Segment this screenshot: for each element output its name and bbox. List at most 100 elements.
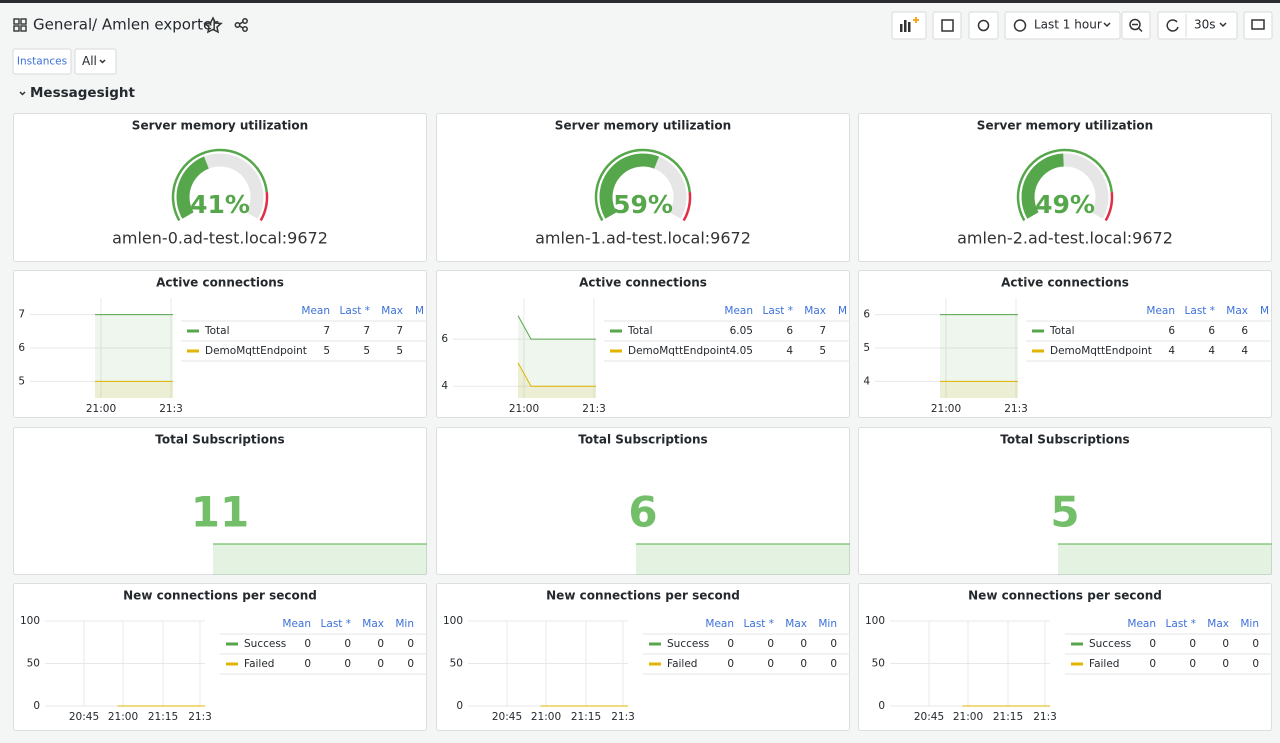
- dashboard-title[interactable]: / Amlen exporter: [92, 16, 219, 34]
- series-line: [517, 362, 596, 387]
- legend-column-header[interactable]: M: [838, 305, 847, 317]
- tv-mode-button[interactable]: [1243, 11, 1273, 40]
- panel: Total Subscriptions 11: [13, 427, 427, 575]
- legend-column-header[interactable]: Last *: [744, 618, 774, 630]
- legend-name[interactable]: DemoMqttEndpoint: [628, 345, 730, 357]
- panel-title: Server memory utilization: [977, 119, 1153, 133]
- legend-column-header[interactable]: Max: [804, 305, 826, 317]
- legend-name[interactable]: Failed: [667, 658, 697, 670]
- legend-name[interactable]: Total: [627, 325, 653, 337]
- x-tick-label: 21:3: [1004, 403, 1028, 415]
- legend-stat: 0: [304, 638, 311, 650]
- panel: Server memory utilization 41% amlen-0.ad-t…: [13, 113, 427, 262]
- legend-column-header[interactable]: Last *: [321, 618, 351, 630]
- share-button[interactable]: [234, 18, 248, 32]
- sparkline-area: [213, 544, 427, 575]
- legend-stat: 6: [1241, 325, 1248, 337]
- legend-name[interactable]: DemoMqttEndpoint: [205, 345, 307, 357]
- legend-stat: 0: [1252, 638, 1259, 650]
- gauge-threshold: [1016, 148, 1113, 222]
- zoom-out-button[interactable]: [1121, 11, 1151, 40]
- refresh-picker[interactable]: [1157, 11, 1238, 40]
- legend-stat: 6: [1208, 325, 1215, 337]
- panel-title: Server memory utilization: [555, 119, 731, 133]
- legend-name[interactable]: Success: [244, 638, 286, 650]
- gauge-threshold: [682, 191, 692, 222]
- row-title[interactable]: Messagesight: [30, 85, 136, 101]
- time-range: Last 1 hour: [1034, 18, 1102, 32]
- instance-name: amlen-0.ad-test.local:9672: [112, 229, 328, 248]
- legend-swatch: [187, 329, 199, 333]
- legend-stat: 0: [344, 658, 351, 670]
- legend-column-header[interactable]: Min: [395, 618, 414, 630]
- panel-title: Server memory utilization: [132, 119, 308, 133]
- gauge-label: 49%: [1035, 190, 1095, 219]
- legend-name[interactable]: Failed: [1089, 658, 1119, 670]
- zoom-icon: [1129, 18, 1143, 33]
- x-tick-label: 21:00: [931, 403, 961, 415]
- panel: Active connections 4 5 6 21:00 21:3 Total 6 6 6 De…: [858, 270, 1272, 418]
- legend-column-header[interactable]: Mean: [282, 618, 311, 630]
- legend-column-header[interactable]: Max: [362, 618, 384, 630]
- top-border: [0, 0, 1280, 3]
- settings-icon: [977, 19, 990, 32]
- chevron: [1219, 22, 1227, 28]
- legend-column-header[interactable]: Mean: [1127, 618, 1156, 630]
- panel-frame: [858, 113, 1272, 262]
- x-tick-label: 21:3: [1033, 711, 1057, 723]
- legend-column-header[interactable]: Last *: [763, 305, 793, 317]
- save-button[interactable]: [932, 11, 962, 40]
- legend-column-header[interactable]: Last *: [340, 305, 370, 317]
- instance-name: amlen-2.ad-test.local:9672: [957, 229, 1173, 248]
- x-tick-label: 21:15: [993, 711, 1023, 723]
- panels: Server memory utilization 41% amlen-0.ad-t…: [13, 113, 1272, 731]
- legend-name[interactable]: Total: [1049, 325, 1075, 337]
- y-tick-label: 50: [27, 658, 40, 670]
- legend-column-header[interactable]: Min: [1240, 618, 1259, 630]
- settings-button[interactable]: [968, 11, 999, 40]
- legend-column-header[interactable]: M: [1260, 305, 1269, 317]
- legend-stat: 0: [377, 658, 384, 670]
- x-tick-label: 21:3: [159, 403, 183, 415]
- stat-value: 5: [1050, 488, 1079, 537]
- legend-stat: 5: [323, 345, 330, 357]
- legend-column-header[interactable]: Mean: [1146, 305, 1175, 317]
- stat-value: 6: [628, 488, 657, 537]
- chevron: [99, 59, 106, 64]
- legend-name[interactable]: DemoMqttEndpoint: [1050, 345, 1152, 357]
- panel: Active connections 4 6 21:00 21:3 Total 6.05 6 7…: [436, 270, 850, 418]
- folder-link[interactable]: General: [33, 16, 92, 34]
- panel-frame: [858, 427, 1272, 575]
- variable-dropdown[interactable]: [74, 48, 117, 75]
- panel-title: New connections per second: [546, 589, 740, 603]
- legend-column-header[interactable]: Mean: [724, 305, 753, 317]
- legend-column-header[interactable]: M: [415, 305, 424, 317]
- legend-column-header[interactable]: Last *: [1185, 305, 1215, 317]
- legend-name[interactable]: Failed: [244, 658, 274, 670]
- legend-column-header[interactable]: Max: [785, 618, 807, 630]
- time-picker[interactable]: [1004, 11, 1121, 40]
- legend-column-header[interactable]: Max: [1226, 305, 1248, 317]
- x-tick-label: 21:00: [86, 403, 116, 415]
- legend-name[interactable]: Total: [204, 325, 230, 337]
- legend-column-header[interactable]: Max: [1207, 618, 1229, 630]
- legend-stat: 4: [1241, 345, 1248, 357]
- legend-stat: 7: [819, 325, 826, 337]
- series-area: [940, 381, 1018, 398]
- variable-value: All: [82, 54, 97, 68]
- dashboard-icon[interactable]: [13, 18, 27, 32]
- legend-name[interactable]: Success: [1089, 638, 1131, 650]
- star-button[interactable]: [203, 16, 223, 34]
- series-area: [95, 314, 173, 398]
- legend-column-header[interactable]: Min: [818, 618, 837, 630]
- legend-name[interactable]: Success: [667, 638, 709, 650]
- panel-title: New connections per second: [123, 589, 317, 603]
- legend-column-header[interactable]: Last *: [1166, 618, 1196, 630]
- y-tick-label: 100: [20, 615, 40, 627]
- legend-column-header[interactable]: Mean: [705, 618, 734, 630]
- legend-stat: 5: [819, 345, 826, 357]
- row-chevron[interactable]: [19, 91, 26, 96]
- legend-column-header[interactable]: Max: [381, 305, 403, 317]
- stat-value: 11: [191, 488, 249, 537]
- legend-column-header[interactable]: Mean: [301, 305, 330, 317]
